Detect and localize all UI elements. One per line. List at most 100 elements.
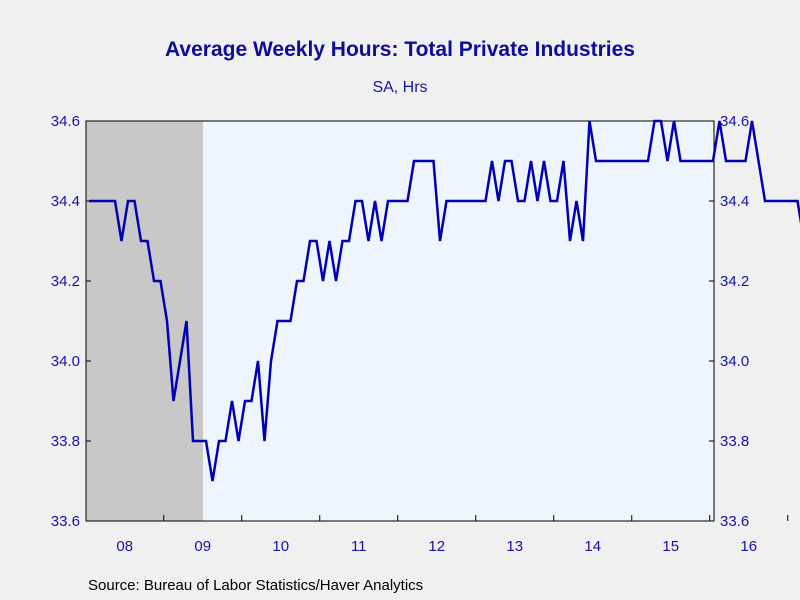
data-point bbox=[127, 200, 129, 202]
data-point bbox=[309, 240, 311, 242]
data-point bbox=[192, 440, 194, 442]
data-point bbox=[237, 440, 239, 442]
data-point bbox=[699, 160, 701, 162]
data-point bbox=[614, 160, 616, 162]
data-point bbox=[263, 440, 265, 442]
data-point bbox=[231, 400, 233, 402]
data-point bbox=[673, 120, 675, 122]
data-point bbox=[582, 240, 584, 242]
data-point bbox=[361, 200, 363, 202]
data-point bbox=[146, 240, 148, 242]
data-point bbox=[257, 360, 259, 362]
data-point bbox=[458, 200, 460, 202]
data-point bbox=[153, 280, 155, 282]
data-point bbox=[322, 280, 324, 282]
chart-title: Average Weekly Hours: Total Private Indu… bbox=[165, 38, 635, 61]
data-point bbox=[536, 200, 538, 202]
data-point bbox=[595, 160, 597, 162]
y-tick-label-right: 33.6 bbox=[720, 513, 749, 530]
x-tick-label: 12 bbox=[428, 538, 445, 555]
plot-border bbox=[85, 120, 715, 522]
data-point bbox=[205, 440, 207, 442]
data-point bbox=[159, 280, 161, 282]
data-point bbox=[302, 280, 304, 282]
data-point bbox=[478, 200, 480, 202]
data-point bbox=[757, 160, 759, 162]
data-point bbox=[660, 120, 662, 122]
data-point bbox=[224, 440, 226, 442]
x-tick-label: 10 bbox=[272, 538, 289, 555]
data-point bbox=[471, 200, 473, 202]
series-line bbox=[89, 119, 800, 482]
data-point bbox=[88, 200, 90, 202]
data-point bbox=[452, 200, 454, 202]
y-tick-label-left: 33.6 bbox=[51, 513, 80, 530]
data-point bbox=[504, 160, 506, 162]
chart-subtitle: SA, Hrs bbox=[372, 79, 428, 96]
data-point bbox=[679, 160, 681, 162]
data-point bbox=[653, 120, 655, 122]
data-point bbox=[556, 200, 558, 202]
data-point bbox=[465, 200, 467, 202]
data-point bbox=[94, 200, 96, 202]
data-point bbox=[439, 240, 441, 242]
data-point bbox=[705, 160, 707, 162]
data-point bbox=[315, 240, 317, 242]
data-point bbox=[549, 200, 551, 202]
data-point bbox=[328, 240, 330, 242]
y-tick-label-right: 33.8 bbox=[720, 433, 749, 450]
x-tick-label: 14 bbox=[584, 538, 601, 555]
y-tick-label-right: 34.2 bbox=[720, 273, 749, 290]
data-point bbox=[692, 160, 694, 162]
data-point bbox=[244, 400, 246, 402]
data-point bbox=[419, 160, 421, 162]
data-point bbox=[796, 200, 798, 202]
data-point bbox=[341, 240, 343, 242]
data-point bbox=[783, 200, 785, 202]
data-point bbox=[543, 160, 545, 162]
data-point bbox=[140, 240, 142, 242]
data-point bbox=[523, 200, 525, 202]
data-point bbox=[725, 160, 727, 162]
data-point bbox=[367, 240, 369, 242]
y-tick-label-right: 34.0 bbox=[720, 353, 749, 370]
data-point bbox=[640, 160, 642, 162]
data-point bbox=[400, 200, 402, 202]
data-point bbox=[276, 320, 278, 322]
x-tick-label: 13 bbox=[506, 538, 523, 555]
y-tick-label-right: 34.6 bbox=[720, 113, 749, 130]
y-tick-label-left: 33.8 bbox=[51, 433, 80, 450]
data-point bbox=[432, 160, 434, 162]
data-point bbox=[751, 120, 753, 122]
data-point bbox=[296, 280, 298, 282]
data-point bbox=[530, 160, 532, 162]
data-point bbox=[283, 320, 285, 322]
data-point bbox=[731, 160, 733, 162]
data-point bbox=[406, 200, 408, 202]
data-point bbox=[744, 160, 746, 162]
data-point bbox=[608, 160, 610, 162]
data-point bbox=[250, 400, 252, 402]
data-point bbox=[380, 240, 382, 242]
data-point bbox=[270, 360, 272, 362]
data-point bbox=[101, 200, 103, 202]
x-tick-label: 11 bbox=[351, 538, 367, 555]
data-point bbox=[445, 200, 447, 202]
x-tick-label: 15 bbox=[662, 538, 679, 555]
data-point bbox=[510, 160, 512, 162]
recession-shading bbox=[86, 121, 203, 521]
data-point bbox=[393, 200, 395, 202]
data-point bbox=[166, 320, 168, 322]
y-tick-label-right: 34.4 bbox=[720, 193, 749, 210]
data-point bbox=[348, 240, 350, 242]
data-point bbox=[198, 440, 200, 442]
data-point bbox=[738, 160, 740, 162]
data-point bbox=[569, 240, 571, 242]
data-point bbox=[107, 200, 109, 202]
data-point bbox=[179, 360, 181, 362]
data-point bbox=[185, 320, 187, 322]
data-point bbox=[413, 160, 415, 162]
data-point bbox=[575, 200, 577, 202]
y-tick-label-left: 34.0 bbox=[51, 353, 80, 370]
